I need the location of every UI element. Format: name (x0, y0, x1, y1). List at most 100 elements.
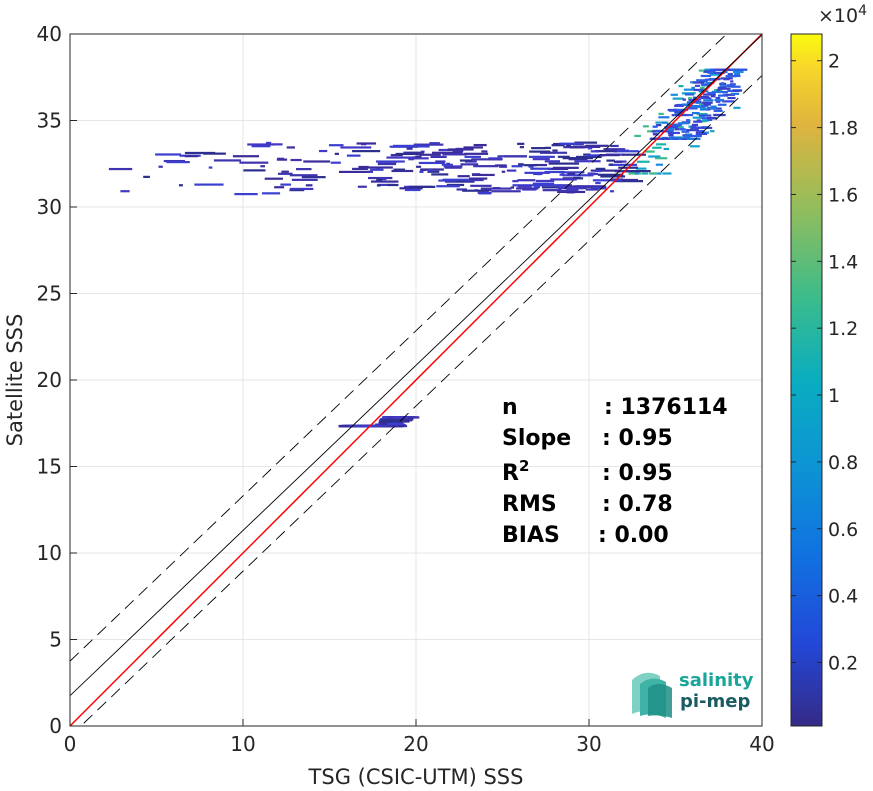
density-cell (711, 90, 723, 94)
density-cell (691, 112, 700, 115)
density-cell (541, 186, 567, 189)
density-cell (155, 153, 182, 156)
density-cell (713, 71, 725, 74)
density-cell (562, 177, 584, 180)
density-cell (715, 100, 721, 103)
density-cell (276, 158, 288, 161)
density-cell (679, 128, 686, 131)
density-cell (291, 178, 318, 181)
density-cell (158, 165, 163, 168)
density-cell (608, 163, 638, 166)
density-cell (272, 143, 283, 146)
density-cell (670, 93, 678, 96)
density-cell (681, 103, 691, 106)
colorbar-tick-label: 0.2 (828, 652, 858, 674)
density-cell (427, 170, 440, 173)
density-cell (586, 154, 605, 157)
density-cell (718, 90, 728, 94)
density-cell (330, 161, 341, 164)
colorbar-tick-label: 0.4 (828, 586, 858, 608)
x-tick-label: 10 (230, 732, 255, 756)
colorbar-tick-label: 2 (828, 51, 840, 73)
colorbar: 0.2 0.4 0.6 0.8 1 1.2 1.4 1.6 1.8 2 ×104 (790, 3, 867, 727)
density-cell (668, 136, 674, 139)
density-cell (432, 151, 463, 154)
density-cell (692, 92, 696, 95)
density-cell (671, 124, 681, 127)
x-tick-label: 40 (749, 732, 774, 756)
density-cell (658, 112, 664, 115)
density-cell (725, 93, 735, 96)
density-cell (518, 163, 524, 166)
colorbar-tick-label: 1.2 (828, 318, 858, 340)
regression-line (70, 34, 762, 697)
density-cell (658, 116, 670, 119)
density-cell (720, 82, 725, 85)
y-tick-label: 5 (49, 628, 62, 652)
density-cell (416, 165, 422, 168)
density-cell (495, 164, 507, 167)
density-cell (517, 185, 532, 188)
density-cell (585, 188, 599, 191)
density-cell (698, 114, 712, 117)
density-cell (243, 169, 266, 172)
density-cell (368, 424, 399, 428)
density-cell (260, 165, 265, 168)
density-cell (506, 169, 517, 172)
density-cell (713, 113, 726, 117)
density-cell (544, 160, 561, 163)
density-cell (465, 178, 484, 182)
density-cell (274, 186, 285, 189)
density-cell (707, 118, 713, 121)
density-cell (622, 169, 651, 173)
density-cell (386, 156, 416, 159)
density-cell (730, 92, 740, 95)
density-cell (676, 136, 683, 140)
density-cell (480, 187, 512, 190)
density-cell (667, 108, 677, 112)
density-cell (488, 157, 502, 160)
density-cell (686, 107, 698, 110)
density-cell (685, 129, 699, 132)
lower-bound-line (80, 75, 762, 726)
density-cell (715, 96, 721, 100)
density-cell (442, 178, 471, 181)
density-cell (379, 422, 404, 425)
density-cell (473, 143, 487, 147)
density-cell (695, 84, 701, 87)
density-cell (539, 151, 568, 154)
density-cell (698, 95, 709, 99)
density-cell (682, 98, 686, 101)
density-cell (700, 83, 710, 86)
density-cell (707, 91, 716, 95)
density-cell (634, 172, 639, 175)
density-cell (681, 130, 690, 133)
upper-bound-line (70, 34, 728, 662)
density-cell (687, 137, 701, 140)
density-cell (664, 137, 670, 140)
density-cell (692, 81, 705, 84)
logo-line2: pi-mep (680, 691, 750, 712)
density-cell (674, 128, 680, 131)
density-cell (404, 188, 421, 192)
stat-key: R2 (502, 457, 529, 486)
colorbar-tick-label: 1 (828, 385, 840, 407)
density-cell (560, 186, 573, 189)
density-cell (636, 167, 647, 170)
density-cell (286, 146, 295, 149)
density-cell (469, 177, 488, 180)
density-cell (415, 155, 422, 158)
density-cell (376, 160, 405, 163)
density-cell (692, 116, 705, 119)
density-cell (628, 172, 636, 175)
density-cell (732, 89, 743, 92)
y-axis-label: Satellite SSS (3, 314, 27, 447)
density-cell (701, 126, 708, 129)
density-cell (409, 157, 429, 160)
density-cell (615, 178, 639, 182)
density-cell (706, 71, 716, 74)
density-cell (290, 158, 302, 162)
density-cell (261, 192, 281, 195)
density-cell (648, 172, 658, 175)
